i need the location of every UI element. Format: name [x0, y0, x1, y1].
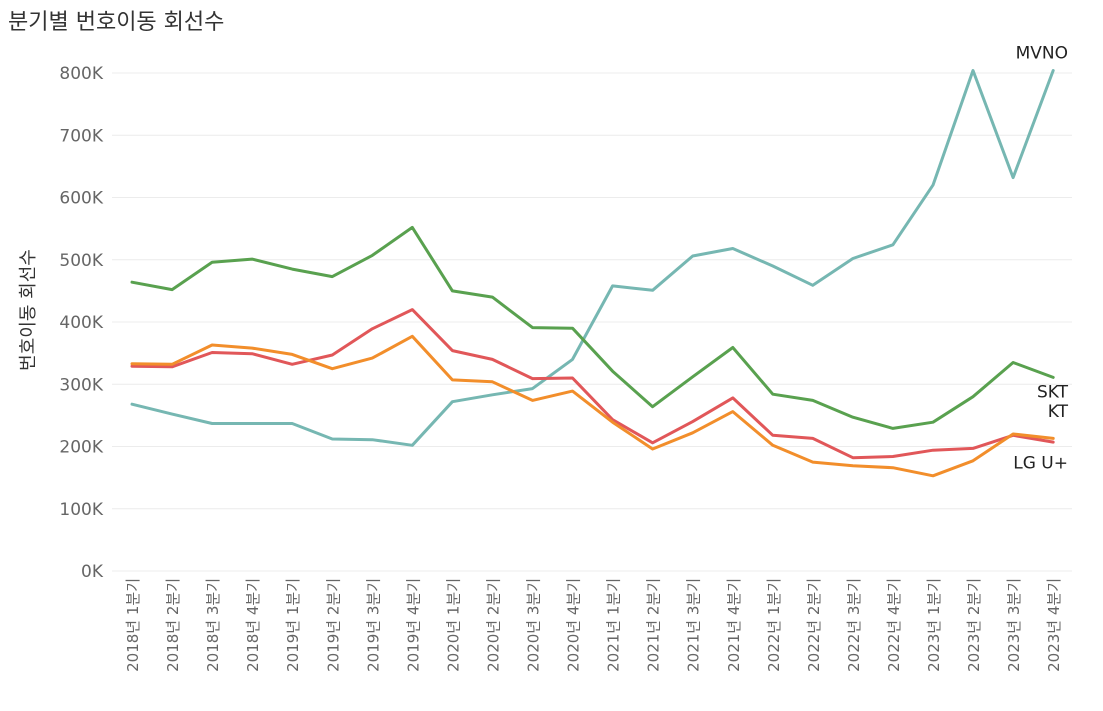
x-tick-label: 2021년 1분기: [605, 578, 623, 672]
x-tick-label: 2020년 3분기: [525, 578, 543, 672]
x-tick-label: 2018년 2분기: [164, 578, 182, 672]
x-tick-label: 2020년 1분기: [444, 578, 462, 672]
series-line-lg-u: [130, 334, 1055, 478]
y-tick-label: 400K: [59, 313, 103, 333]
x-tick-label: 2020년 4분기: [565, 578, 583, 672]
x-tick-label: 2019년 1분기: [284, 578, 302, 672]
x-tick-label: 2019년 3분기: [364, 578, 382, 672]
y-tick-label: 200K: [59, 438, 103, 458]
series-label-skt: SKT: [1037, 382, 1069, 402]
series-lines: [130, 69, 1055, 478]
x-tick-label: 2018년 4분기: [244, 578, 262, 672]
x-tick-label: 2022년 1분기: [765, 578, 783, 672]
x-tick-label: 2018년 1분기: [124, 578, 142, 672]
series-line-kt: [130, 308, 1055, 460]
y-tick-label: 500K: [59, 251, 103, 271]
y-axis-label: 번호이동 회선수: [18, 249, 39, 371]
y-tick-label: 100K: [59, 500, 103, 520]
gridlines: [112, 72, 1072, 572]
x-tick-label: 2021년 2분기: [645, 578, 663, 672]
series-line-mvno: [130, 69, 1055, 447]
y-tick-label: 300K: [59, 375, 103, 395]
x-tick-label: 2020년 2분기: [484, 578, 502, 672]
y-tick-label: 600K: [59, 189, 103, 209]
y-tick-label: 0K: [81, 562, 104, 582]
x-tick-label: 2023년 2분기: [965, 578, 983, 672]
x-tick-label: 2023년 4분기: [1045, 578, 1063, 672]
x-tick-label: 2023년 1분기: [925, 578, 943, 672]
y-tick-label: 700K: [59, 126, 103, 146]
x-tick-label: 2023년 3분기: [1005, 578, 1023, 672]
x-tick-label: 2022년 3분기: [845, 578, 863, 672]
series-label-mvno: MVNO: [1016, 44, 1068, 64]
y-axis-ticks: 0K 100K 200K 300K 400K 500K 600K 700K 800K: [59, 64, 103, 582]
x-axis-ticks: 2018년 1분기 2018년 2분기 2018년 3분기 2018년 4분기 2019…: [124, 578, 1063, 672]
x-tick-label: 2021년 4분기: [725, 578, 743, 672]
y-tick-label: 800K: [59, 64, 103, 84]
x-tick-label: 2019년 4분기: [404, 578, 422, 672]
x-tick-label: 2019년 2분기: [324, 578, 342, 672]
x-tick-label: 2022년 2분기: [805, 578, 823, 672]
x-tick-label: 2022년 4분기: [885, 578, 903, 672]
chart-title: 분기별 번호이동 회선수: [8, 10, 225, 35]
series-line-skt: [130, 225, 1055, 430]
series-label-lg-u: LG U+: [1013, 453, 1068, 473]
series-label-kt: KT: [1048, 402, 1069, 422]
x-tick-label: 2021년 3분기: [685, 578, 703, 672]
x-tick-label: 2018년 3분기: [204, 578, 222, 672]
